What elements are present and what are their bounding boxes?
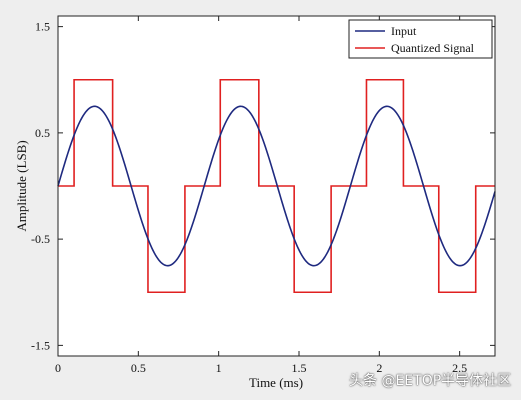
legend-label-quantized-signal: Quantized Signal (391, 41, 475, 55)
watermark-text: 头条 @EETOP半导体社区 (349, 373, 512, 389)
x-tick-label: 1.5 (291, 361, 306, 375)
plot-frame (57, 15, 496, 357)
x-tick-label: 1 (216, 361, 222, 375)
series-line-input (57, 105, 496, 267)
y-axis-label: Amplitude (LSB) (14, 140, 29, 231)
legend-box (348, 19, 493, 59)
y-tick-label: 1.5 (35, 20, 50, 34)
x-tick-label: 0.5 (131, 361, 146, 375)
ticks-layer: 0 0.5 1 1.5 2 2.5 1.5 0.5 -0.5 -1.5 (31, 16, 495, 375)
y-tick-label: -1.5 (31, 338, 50, 352)
x-axis-label: Time (ms) (249, 375, 303, 390)
y-tick-label: -0.5 (31, 232, 50, 246)
x-tick-label: 2 (376, 361, 382, 375)
legend-label-input: Input (391, 24, 417, 38)
y-tick-label: 0.5 (35, 126, 50, 140)
legend: Input Quantized Signal (348, 19, 493, 59)
x-tick-label: 2.5 (452, 361, 467, 375)
x-tick-label: 0 (55, 361, 61, 375)
series-layer (57, 78, 496, 294)
